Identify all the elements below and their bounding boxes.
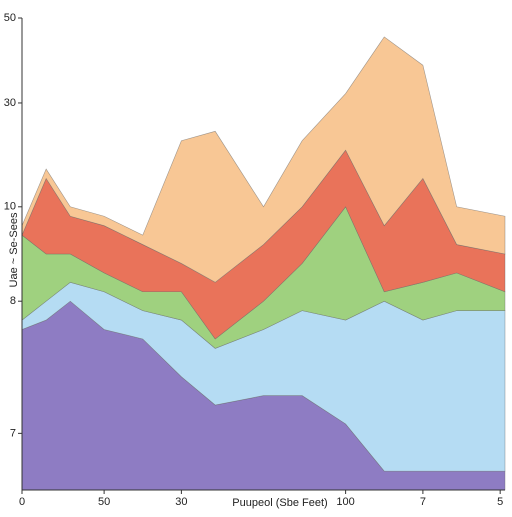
- x-tick-label: 100: [336, 496, 354, 508]
- x-tick-label: 50: [98, 496, 110, 508]
- area: [21, 36, 506, 283]
- x-tick-label: 7: [420, 496, 426, 508]
- y-tick-label: 8: [10, 295, 16, 307]
- y-axis-label: Uae ~ Se-Sees: [8, 212, 20, 287]
- y-tick-label: 50: [4, 12, 16, 24]
- x-tick-label: 5: [497, 496, 503, 508]
- x-tick-label: 0: [19, 496, 25, 508]
- y-tick-label: 10: [4, 201, 16, 213]
- y-tick-label: 7: [10, 427, 16, 439]
- x-axis-label: Puupeol (Sbe Feet): [232, 497, 327, 509]
- x-tick-label: 30: [175, 496, 187, 508]
- y-tick-label: 30: [4, 97, 16, 109]
